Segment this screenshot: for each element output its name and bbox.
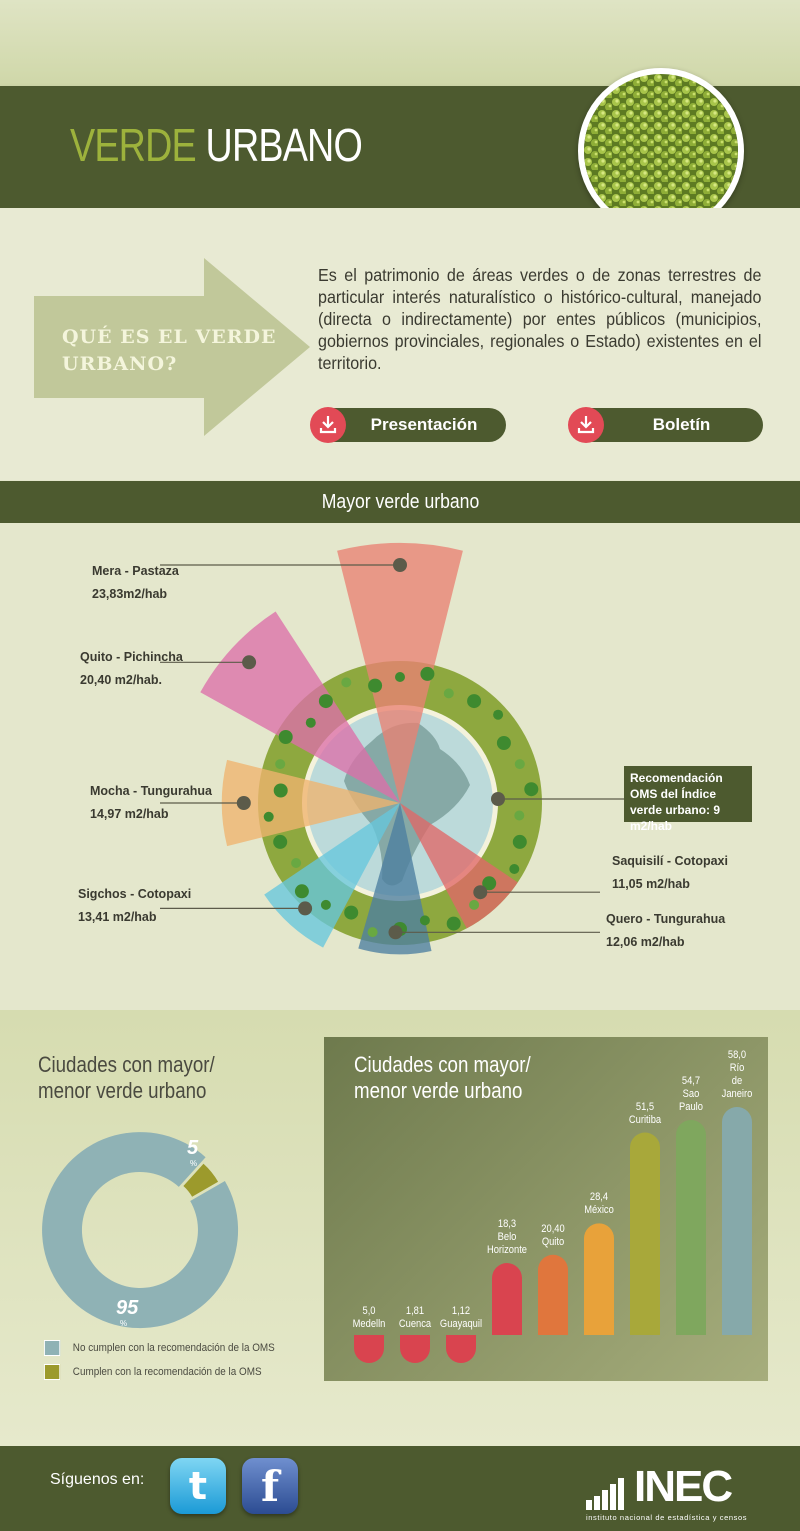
tree-icon: [275, 759, 286, 770]
bar-5: [584, 1223, 614, 1335]
donut-slice-0: [42, 1132, 239, 1329]
tree-icon: [514, 810, 525, 821]
arrow-shape: [34, 258, 310, 436]
label-quero: Quero - Tungurahua 12,06 m2/hab: [606, 912, 726, 949]
tree-icon: [291, 858, 302, 868]
bar-8: [722, 1107, 752, 1335]
bar-6: [630, 1132, 660, 1335]
tree-icon: [320, 899, 331, 910]
tree-icon: [443, 688, 454, 699]
sector-4: [358, 803, 432, 955]
tree-icon: [509, 864, 520, 874]
donut-chart: 95%5%: [42, 1132, 239, 1329]
donut-unit-95: %: [120, 1319, 127, 1328]
tree-icon: [273, 783, 288, 798]
legend-swatch: [44, 1340, 61, 1356]
sector-3: [264, 803, 400, 948]
bar-4: [538, 1254, 568, 1335]
section-bar: Mayor verde urbano: [0, 481, 800, 523]
bar-chart-title: Ciudades con mayor/ menor verde urbano: [354, 1052, 531, 1103]
bar-1: [400, 1335, 430, 1363]
footer: [0, 1446, 800, 1531]
label-mocha: Mocha - Tungurahua 14,97 m2/hab: [90, 784, 212, 821]
download-icon: [568, 407, 604, 443]
tree-icon: [367, 927, 378, 938]
tree-icon: [294, 884, 309, 899]
tree-icon: [493, 709, 504, 720]
donut-value-95: 95: [116, 1297, 139, 1319]
tree-icon: [420, 666, 435, 681]
donut-unit-5: %: [190, 1159, 197, 1168]
tree-icon: [278, 730, 293, 744]
bar-label-3: 18,3 Belo Horizonte: [486, 1218, 528, 1257]
inec-subtitle: instituto nacional de estadística y cens…: [586, 1513, 748, 1522]
donut-slice-1: [183, 1163, 219, 1197]
bar-label-8: 58,0 Río de Janeiro: [721, 1049, 753, 1100]
tree-icon: [514, 759, 525, 770]
pie-title: Ciudades con mayor/ menor verde urbano: [38, 1052, 215, 1103]
tree-icon: [524, 782, 539, 797]
moss-image: [578, 68, 744, 234]
tree-icon: [368, 678, 383, 693]
bar-label-0: 5,0 Medelln: [352, 1305, 386, 1330]
bar-chart: [354, 1107, 752, 1363]
bar-label-6: 51,5 Curitiba: [628, 1100, 662, 1126]
bar-label-1: 1,81 Cuenca: [398, 1305, 432, 1330]
tree-icon: [305, 717, 316, 728]
bar-0: [354, 1335, 384, 1363]
download-icon: [310, 407, 346, 443]
sector-2: [221, 759, 400, 847]
tree-icon: [512, 834, 527, 849]
bar-label-5: 28,4 México: [584, 1191, 614, 1217]
inec-bars-icon: [586, 1478, 624, 1510]
twitter-icon[interactable]: t: [170, 1458, 226, 1514]
moss-texture: [584, 74, 738, 228]
tree-icon: [318, 694, 333, 709]
definition-text: Es el patrimonio de áreas verdes o de zo…: [318, 265, 762, 373]
follow-label: Síguenos en:: [50, 1471, 145, 1488]
page-title: VERDE URBANO: [70, 119, 363, 171]
tree-icon: [263, 811, 274, 822]
bar-7: [676, 1119, 706, 1335]
bar-2: [446, 1335, 476, 1363]
label-mera: Mera - Pastaza 23,83m2/hab: [92, 564, 179, 601]
inec-logo: INEC: [634, 1462, 733, 1511]
boletin-label: Boletín: [652, 415, 711, 434]
sector-5: [400, 803, 518, 929]
radial-chart: [160, 542, 624, 955]
bar-label-7: 54,7 Sao Paulo: [679, 1074, 703, 1113]
oms-recommendation-box: Recomendación OMS del Índice verde urban…: [624, 766, 752, 833]
tree-icon: [496, 736, 511, 750]
label-sigchos: Sigchos - Cotopaxi 13,41 m2/hab: [78, 887, 192, 924]
bar-label-2: 1,12 Guayaquil: [439, 1305, 483, 1330]
tree-icon: [446, 916, 461, 931]
presentation-label: Presentación: [370, 415, 478, 434]
tree-icon: [469, 899, 480, 910]
bar-3: [492, 1263, 522, 1335]
bar-label-4: 20,40 Quito: [541, 1222, 565, 1248]
tree-icon: [273, 834, 288, 849]
ecuador-map: [344, 722, 470, 886]
presentation-button[interactable]: Presentación: [310, 407, 506, 443]
facebook-icon[interactable]: f: [242, 1458, 298, 1514]
tree-icon: [482, 876, 497, 891]
donut-value-5: 5: [187, 1137, 199, 1159]
tree-icon: [344, 905, 359, 920]
label-quito: Quito - Pichincha 20,40 m2/hab.: [80, 650, 183, 687]
legend-swatch: [44, 1364, 61, 1380]
tree-icon: [467, 694, 482, 709]
tree-icon: [395, 672, 405, 682]
label-saquisili: Saquisilí - Cotopaxi 11,05 m2/hab: [612, 854, 728, 891]
question-text: QUÉ ES EL VERDE URBANO?: [62, 326, 277, 375]
tree-icon: [419, 915, 430, 926]
tree-icon: [341, 677, 352, 688]
boletin-button[interactable]: Boletín: [568, 407, 763, 443]
